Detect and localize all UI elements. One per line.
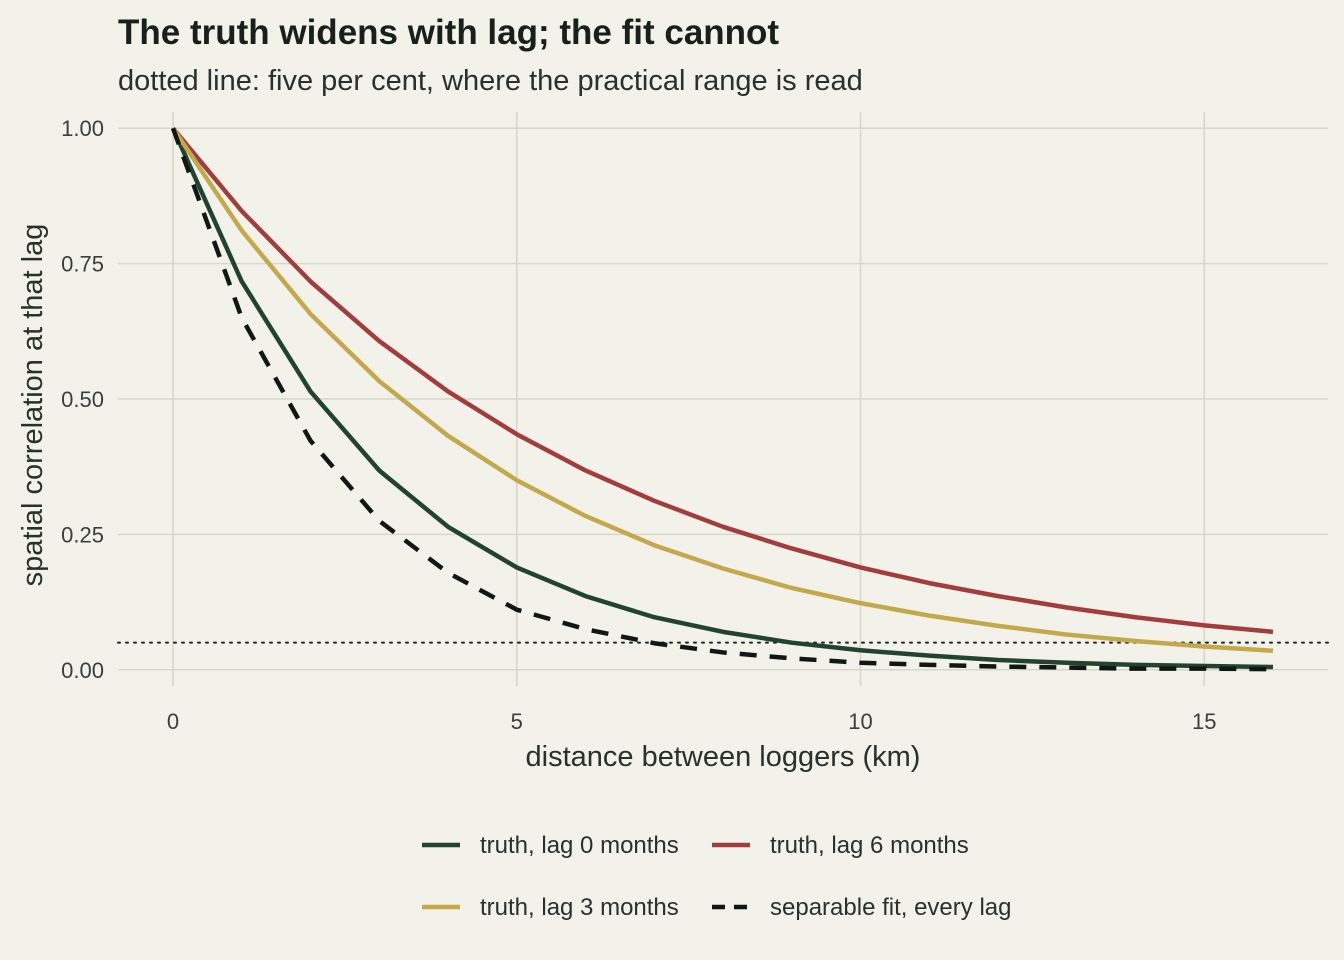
series-line-2	[171, 126, 1274, 635]
legend-item: truth, lag 6 months	[712, 832, 969, 859]
chart-title: The truth widens with lag; the fit canno…	[118, 13, 779, 52]
x-tick-label: 15	[1192, 709, 1216, 734]
legend-item: separable fit, every lag	[712, 894, 1011, 921]
x-tick-label: 10	[848, 709, 872, 734]
legend-label: truth, lag 3 months	[480, 894, 679, 921]
x-tick-label: 0	[167, 709, 179, 734]
legend: truth, lag 0 months truth, lag 3 months tr…	[422, 832, 1011, 921]
legend-item: truth, lag 3 months	[422, 894, 679, 921]
x-axis-title: distance between loggers (km)	[526, 741, 921, 773]
y-tick-label: 0.50	[61, 387, 104, 412]
y-tick-label: 0.75	[61, 252, 104, 277]
legend-item: truth, lag 0 months	[422, 832, 679, 859]
legend-label: separable fit, every lag	[770, 894, 1011, 921]
series-line-1	[171, 126, 1274, 654]
y-tick-label: 0.25	[61, 522, 104, 547]
x-tick-label: 5	[511, 709, 523, 734]
series-group	[170, 126, 1274, 672]
series-line-3	[170, 127, 1274, 672]
y-tick-label: 0.00	[61, 658, 104, 683]
series-line-0	[170, 127, 1274, 670]
legend-label: truth, lag 0 months	[480, 832, 679, 859]
chart-subtitle: dotted line: five per cent, where the pr…	[118, 65, 863, 97]
y-tick-label: 1.00	[61, 116, 104, 141]
legend-label: truth, lag 6 months	[770, 832, 969, 859]
y-axis-title: spatial correlation at that lag	[17, 224, 49, 587]
tick-labels: 0.00 0.25 0.50 0.75 1.00 0 5 10 15	[61, 116, 1216, 734]
